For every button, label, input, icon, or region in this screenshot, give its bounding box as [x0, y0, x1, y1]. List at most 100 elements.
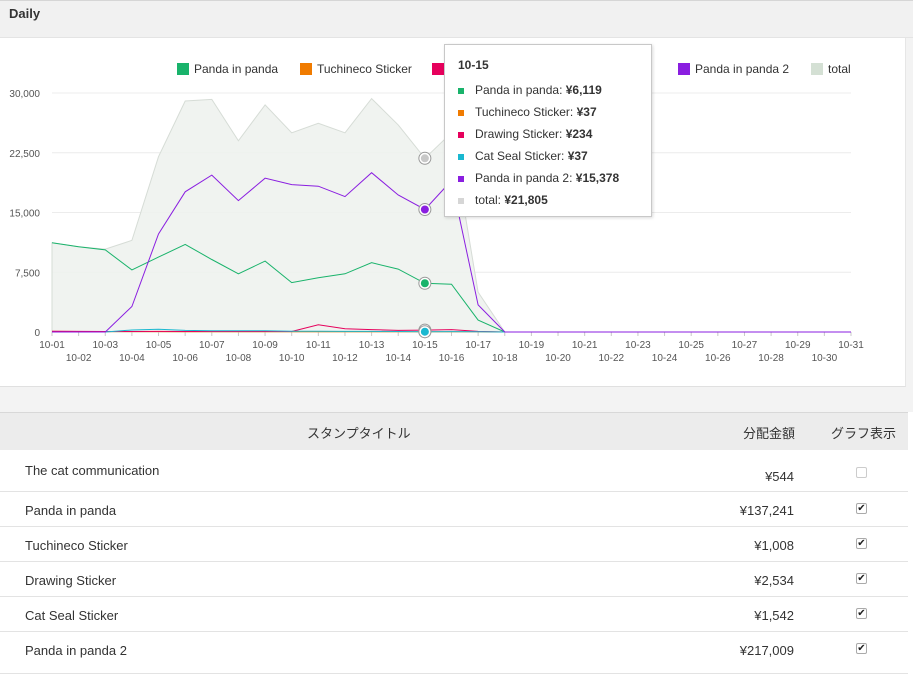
tooltip-title: 10-15	[458, 58, 489, 72]
x-tick-label: 10-25	[678, 340, 704, 351]
section-gap	[0, 387, 913, 413]
graph-checkbox[interactable]: ✔	[856, 573, 867, 584]
x-tick-label: 10-14	[385, 353, 411, 364]
highlight-marker	[420, 205, 429, 214]
header-graph[interactable]: グラフ表示	[831, 426, 897, 441]
header-amount[interactable]: 分配金額	[743, 426, 796, 441]
table-row: Tuchineco Sticker ¥1,008 ✔	[0, 527, 908, 562]
table-row: The cat communication ¥544	[0, 450, 908, 492]
legend-label: Panda in panda	[194, 62, 278, 76]
tooltip-swatch	[458, 87, 464, 94]
x-tick-label: 10-17	[465, 340, 491, 351]
tooltip-row: Cat Seal Sticker: ¥37	[458, 148, 588, 164]
y-tick-label: 30,000	[9, 89, 40, 100]
row-title: Cat Seal Sticker	[25, 608, 119, 623]
x-tick-label: 10-08	[226, 353, 252, 364]
x-tick-label: 10-07	[199, 340, 225, 351]
tooltip-row: Panda in panda: ¥6,119	[458, 82, 602, 98]
tooltip-row: Drawing Sticker: ¥234	[458, 126, 592, 142]
x-tick-label: 10-21	[572, 340, 598, 351]
tooltip-row: Panda in panda 2: ¥15,378	[458, 170, 619, 186]
tooltip-label: Tuchineco Sticker:	[475, 105, 577, 119]
row-amount: ¥1,008	[754, 538, 794, 553]
legend-item[interactable]: total	[811, 62, 851, 76]
row-title: Panda in panda	[25, 503, 117, 518]
x-tick-label: 10-16	[439, 353, 465, 364]
x-tick-label: 10-15	[412, 340, 438, 351]
tooltip-value: ¥37	[576, 105, 597, 119]
stamp-table: スタンプタイトル 分配金額 グラフ表示 The cat communicatio…	[0, 412, 913, 679]
x-axis: 10-01 10-03 10-05 10-07 10-09 10-11 10-13 10-15…	[39, 332, 864, 364]
x-tick-label: 10-10	[279, 353, 305, 364]
y-axis: 30,000 22,500 15,000 7,500 0	[9, 89, 40, 339]
highlight-marker	[420, 327, 429, 336]
tooltip-label: Cat Seal Sticker:	[475, 149, 568, 163]
x-tick-label: 10-29	[785, 340, 811, 351]
x-tick-label: 10-31	[838, 340, 864, 351]
legend-label: Panda in panda 2	[695, 62, 789, 76]
table-row: Panda in panda 2 ¥217,009 ✔	[0, 632, 908, 674]
x-tick-label: 10-18	[492, 353, 518, 364]
tooltip-value: ¥234	[565, 127, 593, 141]
graph-checkbox[interactable]: ✔	[856, 608, 867, 619]
legend-swatch	[300, 63, 312, 75]
graph-checkbox[interactable]	[856, 467, 867, 478]
table-row: Panda in panda ¥137,241 ✔	[0, 492, 908, 527]
highlight-marker	[420, 154, 429, 163]
tooltip-swatch	[458, 109, 464, 116]
graph-checkbox[interactable]: ✔	[856, 538, 867, 549]
x-tick-label: 10-12	[332, 353, 358, 364]
y-tick-label: 7,500	[15, 268, 40, 279]
legend-item[interactable]: Tuchineco Sticker	[300, 62, 412, 76]
highlight-markers	[418, 151, 432, 339]
x-tick-label: 10-04	[119, 353, 145, 364]
x-tick-label: 10-06	[172, 353, 198, 364]
x-tick-label: 10-27	[732, 340, 758, 351]
row-title: Panda in panda 2	[25, 643, 127, 658]
x-tick-label: 10-03	[92, 340, 118, 351]
tooltip-row: Tuchineco Sticker: ¥37	[458, 104, 597, 120]
tooltip-value: ¥15,378	[575, 171, 620, 185]
tooltip-swatch	[458, 175, 464, 182]
row-amount: ¥544	[765, 469, 794, 484]
tooltip-label: Panda in panda:	[475, 83, 566, 97]
y-tick-label: 15,000	[9, 209, 40, 220]
section-title: Daily	[9, 6, 41, 21]
graph-checkbox[interactable]: ✔	[856, 643, 867, 654]
row-amount: ¥2,534	[754, 573, 794, 588]
x-tick-label: 10-01	[39, 340, 65, 351]
table-header: スタンプタイトル 分配金額 グラフ表示	[0, 412, 908, 450]
tooltip-value: ¥37	[567, 149, 588, 163]
x-tick-label: 10-28	[758, 353, 784, 364]
legend-item[interactable]: Panda in panda 2	[678, 62, 789, 76]
row-amount: ¥217,009	[739, 643, 794, 658]
tooltip-swatch	[458, 197, 464, 204]
chart-tooltip: 10-15 Panda in panda: ¥6,119 Tuchineco St…	[444, 44, 652, 217]
tooltip-value: ¥21,805	[504, 193, 548, 207]
row-amount: ¥1,542	[754, 608, 794, 623]
section-header: Daily	[0, 0, 913, 38]
row-title: Drawing Sticker	[25, 573, 117, 588]
tooltip-value: ¥6,119	[565, 83, 602, 97]
tooltip-row: total: ¥21,805	[458, 192, 548, 208]
legend-swatch	[811, 63, 823, 75]
graph-checkbox[interactable]: ✔	[856, 503, 867, 514]
y-tick-label: 0	[34, 328, 40, 339]
legend-swatch	[177, 63, 189, 75]
legend-swatch	[678, 63, 690, 75]
tooltip-label: Panda in panda 2:	[475, 171, 576, 185]
tooltip-swatch	[458, 153, 464, 160]
legend-label: total	[828, 62, 851, 76]
x-tick-label: 10-26	[705, 353, 731, 364]
x-tick-label: 10-05	[146, 340, 172, 351]
x-tick-label: 10-19	[519, 340, 545, 351]
x-tick-label: 10-23	[625, 340, 651, 351]
table-row: Cat Seal Sticker ¥1,542 ✔	[0, 597, 908, 632]
x-tick-label: 10-02	[66, 353, 92, 364]
legend-item[interactable]: Panda in panda	[177, 62, 278, 76]
header-title[interactable]: スタンプタイトル	[307, 426, 411, 441]
row-title: Tuchineco Sticker	[25, 538, 128, 553]
tooltip-label: Drawing Sticker:	[475, 127, 566, 141]
tooltip-label: total:	[475, 193, 505, 207]
row-title: The cat communication	[25, 463, 160, 478]
